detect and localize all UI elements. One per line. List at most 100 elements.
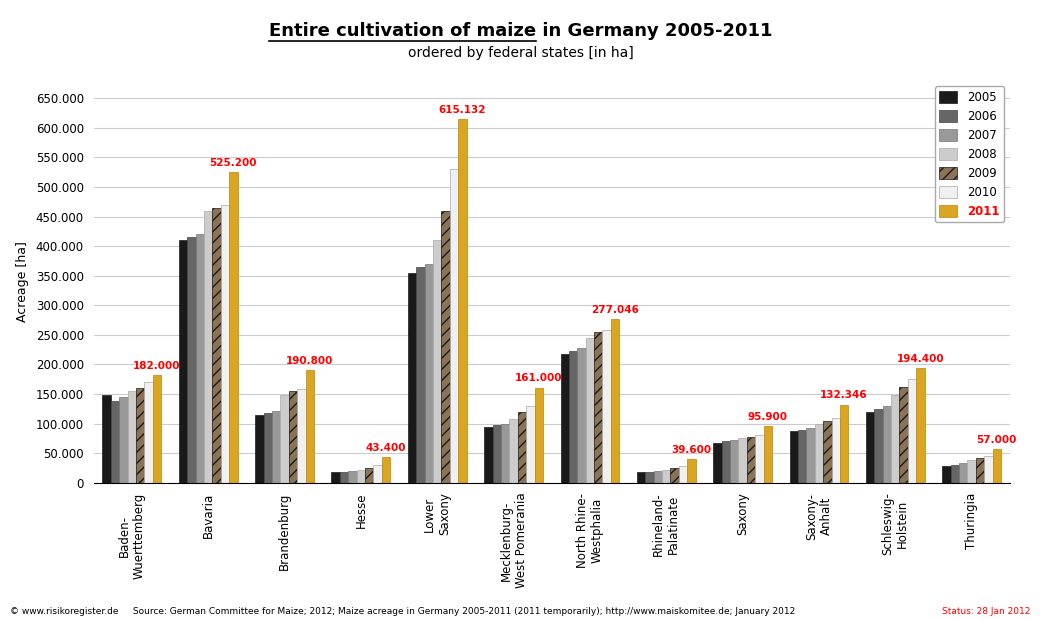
Text: 43.400: 43.400 [365, 443, 406, 453]
Bar [196, 235, 204, 483]
Text: 161.000: 161.000 [515, 373, 562, 383]
Bar [535, 387, 543, 483]
Text: 57.000: 57.000 [976, 435, 1017, 445]
Bar [339, 472, 349, 483]
Bar [331, 472, 339, 483]
Bar [560, 354, 568, 483]
Bar [975, 458, 984, 483]
Text: 194.400: 194.400 [896, 353, 944, 363]
Text: 525.200: 525.200 [209, 158, 257, 168]
Bar [110, 401, 120, 483]
Bar [611, 319, 619, 483]
Bar [441, 210, 450, 483]
Bar [272, 410, 280, 483]
Text: Entire cultivation of maize in Germany 2005-2011: Entire cultivation of maize in Germany 2… [269, 22, 772, 40]
Bar [755, 436, 763, 483]
Bar [145, 382, 153, 483]
Bar [280, 396, 288, 483]
Bar [450, 169, 458, 483]
Bar [501, 423, 509, 483]
Bar [662, 470, 670, 483]
Bar [179, 240, 187, 483]
Bar [408, 273, 416, 483]
Bar [433, 240, 441, 483]
Bar [637, 472, 645, 483]
Bar [128, 391, 136, 483]
Bar [263, 413, 272, 483]
Bar [670, 468, 679, 483]
Bar [738, 438, 746, 483]
Bar [654, 471, 662, 483]
Bar [425, 264, 433, 483]
Text: 39.600: 39.600 [671, 445, 711, 455]
Bar [959, 463, 967, 483]
Bar [679, 466, 687, 483]
Bar [374, 465, 382, 483]
Bar [255, 415, 263, 483]
Bar [908, 379, 916, 483]
Y-axis label: Acreage [ha]: Acreage [ha] [16, 241, 29, 322]
Bar [229, 172, 237, 483]
Bar [645, 472, 654, 483]
Bar [586, 338, 594, 483]
Bar [221, 205, 229, 483]
Bar [568, 352, 578, 483]
Bar [992, 449, 1001, 483]
Bar [874, 409, 883, 483]
Bar [365, 468, 374, 483]
Bar [288, 391, 297, 483]
Bar [603, 330, 611, 483]
Bar [305, 370, 314, 483]
Text: 615.132: 615.132 [438, 105, 486, 115]
Text: 95.900: 95.900 [747, 412, 788, 422]
Bar [967, 461, 975, 483]
Bar [815, 423, 823, 483]
Bar [458, 119, 466, 483]
Bar [942, 466, 950, 483]
Bar [382, 457, 390, 483]
Text: 182.000: 182.000 [133, 361, 181, 371]
Bar [713, 443, 721, 483]
Bar [578, 348, 586, 483]
Bar [883, 406, 891, 483]
Bar [102, 396, 110, 483]
Bar [492, 425, 501, 483]
Bar [899, 387, 908, 483]
Bar [517, 412, 526, 483]
Bar [594, 332, 603, 483]
Bar [509, 419, 517, 483]
Bar [866, 412, 874, 483]
Bar [212, 208, 221, 483]
Bar [730, 440, 738, 483]
Bar [721, 441, 730, 483]
Bar [297, 389, 305, 483]
Text: 132.346: 132.346 [820, 391, 868, 400]
Legend: 2005, 2006, 2007, 2008, 2009, 2010, 2011: 2005, 2006, 2007, 2008, 2009, 2010, 2011 [935, 87, 1004, 222]
Bar [891, 396, 899, 483]
Bar [484, 426, 492, 483]
Bar [984, 456, 992, 483]
Bar [153, 375, 161, 483]
Bar [187, 237, 196, 483]
Bar [120, 397, 128, 483]
Bar [789, 431, 797, 483]
Bar [526, 406, 535, 483]
Bar [204, 210, 212, 483]
Bar [136, 388, 145, 483]
Bar [416, 267, 425, 483]
Bar [763, 426, 772, 483]
Text: 190.800: 190.800 [286, 356, 333, 366]
Bar [797, 430, 807, 483]
Bar [823, 421, 832, 483]
Bar [807, 428, 815, 483]
Bar [349, 471, 357, 483]
Bar [916, 368, 924, 483]
Bar [950, 465, 959, 483]
Text: © www.risikoregister.de     Source: German Committee for Maize; 2012; Maize acre: © www.risikoregister.de Source: German C… [10, 607, 795, 616]
Bar [357, 470, 365, 483]
Text: 277.046: 277.046 [591, 305, 639, 314]
Bar [746, 436, 755, 483]
Text: ordered by federal states [in ha]: ordered by federal states [in ha] [408, 46, 633, 61]
Bar [840, 404, 848, 483]
Bar [832, 418, 840, 483]
